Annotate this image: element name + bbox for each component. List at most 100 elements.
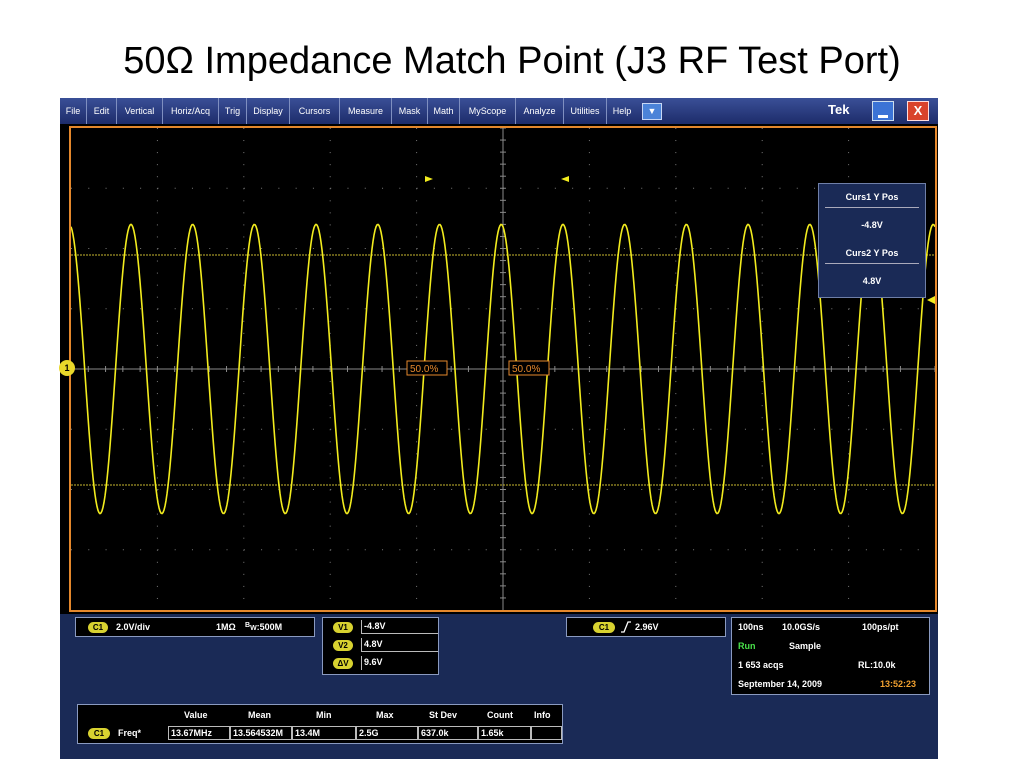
curs2-label: Curs2 Y Pos: [845, 248, 899, 258]
grid-dot: [261, 187, 263, 189]
grid-dot: [122, 489, 124, 490]
channel1-ground-marker[interactable]: 1: [59, 360, 75, 376]
menu-dropdown-button[interactable]: ▼: [642, 103, 662, 120]
grid-dot: [243, 320, 245, 322]
time: 13:52:23: [880, 679, 917, 689]
grid-dot: [416, 561, 418, 563]
menu-utilities[interactable]: Utilities: [564, 98, 607, 124]
grid-dot: [156, 561, 158, 563]
sample-rate: 10.0GS/s: [782, 622, 821, 632]
grid-dot: [399, 308, 401, 310]
grid-dot: [88, 308, 90, 310]
menu-horiz-acq[interactable]: Horiz/Acq: [163, 98, 219, 124]
grid-dot: [416, 164, 418, 166]
grid-dot: [675, 573, 677, 575]
grid-dot: [329, 260, 331, 262]
col-header-max: Max: [376, 710, 394, 720]
grid-dot: [779, 187, 781, 189]
grid-dot: [261, 428, 263, 430]
menu-mask[interactable]: Mask: [392, 98, 428, 124]
grid-dot: [174, 428, 176, 430]
grid-dot: [261, 308, 263, 310]
grid-dot: [848, 513, 850, 515]
grid-dot: [588, 320, 590, 322]
channel1-trace: [71, 223, 935, 515]
menu-analyze[interactable]: Analyze: [516, 98, 564, 124]
grid-dot: [537, 428, 539, 430]
grid-dot: [883, 428, 885, 430]
grid-dot: [243, 260, 245, 262]
grid-dot: [156, 260, 158, 262]
menu-display[interactable]: Display: [247, 98, 290, 124]
menu-trig[interactable]: Trig: [219, 98, 247, 124]
grid-dot: [329, 272, 331, 274]
grid-dot: [761, 212, 763, 214]
grid-dot: [675, 489, 677, 490]
menu-myscope[interactable]: MyScope: [460, 98, 516, 124]
grid-dot: [122, 187, 124, 189]
grid-dot: [468, 549, 470, 551]
grid-dot: [105, 428, 107, 430]
close-button[interactable]: X: [907, 101, 929, 121]
grid-dot: [416, 236, 418, 238]
grid-dot: [796, 248, 798, 249]
menu-vertical[interactable]: Vertical: [117, 98, 163, 124]
grid-dot: [658, 549, 660, 551]
grid-dot: [761, 272, 763, 274]
grid-dot: [329, 477, 331, 479]
grid-dot: [156, 128, 158, 129]
col-header-value: Value: [184, 710, 208, 720]
menu-measure[interactable]: Measure: [340, 98, 392, 124]
grid-dot: [865, 428, 867, 430]
grid-dot: [243, 381, 245, 383]
grid-dot: [433, 428, 435, 430]
grid-dot: [156, 597, 158, 599]
meas-info: [531, 726, 562, 740]
grid-dot: [848, 453, 850, 455]
channel1-readout[interactable]: C1 2.0V/div 1MΩ BW:500M: [75, 617, 315, 637]
grid-dot: [156, 441, 158, 443]
grid-dot: [295, 308, 297, 310]
grid-dot: [917, 428, 919, 430]
minimize-button[interactable]: [872, 101, 894, 121]
acquisition-readout[interactable]: 100ns 10.0GS/s 100ps/pt Run Sample 1 653…: [731, 617, 930, 695]
grid-dot: [762, 489, 764, 490]
menu-edit[interactable]: Edit: [87, 98, 117, 124]
grid-dot: [243, 405, 245, 407]
grid-dot: [416, 272, 418, 274]
grid-dot: [693, 248, 695, 249]
grid-dot: [675, 356, 677, 358]
grid-dot: [761, 537, 763, 539]
grid-dot: [416, 140, 418, 142]
waveform-display[interactable]: 50.0% 50.0%: [71, 128, 935, 610]
measurement-table[interactable]: Value Mean Min Max St Dev Count Info C1 …: [77, 704, 563, 744]
grid-dot: [243, 140, 245, 142]
grid-dot: [761, 405, 763, 407]
delta-v-value: 9.6V: [361, 656, 438, 670]
grid-dot: [295, 248, 297, 249]
menu-help[interactable]: Help: [612, 106, 632, 116]
menu-math[interactable]: Math: [428, 98, 460, 124]
grid-dot: [520, 489, 522, 490]
grid-dot: [589, 248, 591, 249]
grid-dot: [209, 248, 211, 249]
grid-dot: [606, 489, 608, 490]
grid-dot: [243, 453, 245, 455]
cursor-values-readout[interactable]: V1 -4.8V V2 4.8V ΔV 9.6V: [322, 617, 439, 675]
grid-dot: [675, 405, 677, 407]
trigger-readout[interactable]: C1 2.96V: [566, 617, 726, 637]
grid-dot: [140, 549, 142, 551]
grid-dot: [761, 200, 763, 202]
trigger-level-arrow[interactable]: [927, 296, 935, 304]
grid-dot: [588, 200, 590, 202]
grid-dot: [675, 212, 677, 214]
grid-dot: [761, 284, 763, 286]
menu-bar: File Edit Vertical Horiz/Acq Trig Displa…: [60, 98, 938, 124]
grid-dot: [278, 248, 280, 249]
grid-dot: [675, 381, 677, 383]
menu-file[interactable]: File: [60, 98, 87, 124]
grid-dot: [675, 477, 677, 479]
menu-cursors[interactable]: Cursors: [290, 98, 340, 124]
meas-stdev: 637.0k: [418, 726, 478, 740]
grid-dot: [156, 140, 158, 142]
